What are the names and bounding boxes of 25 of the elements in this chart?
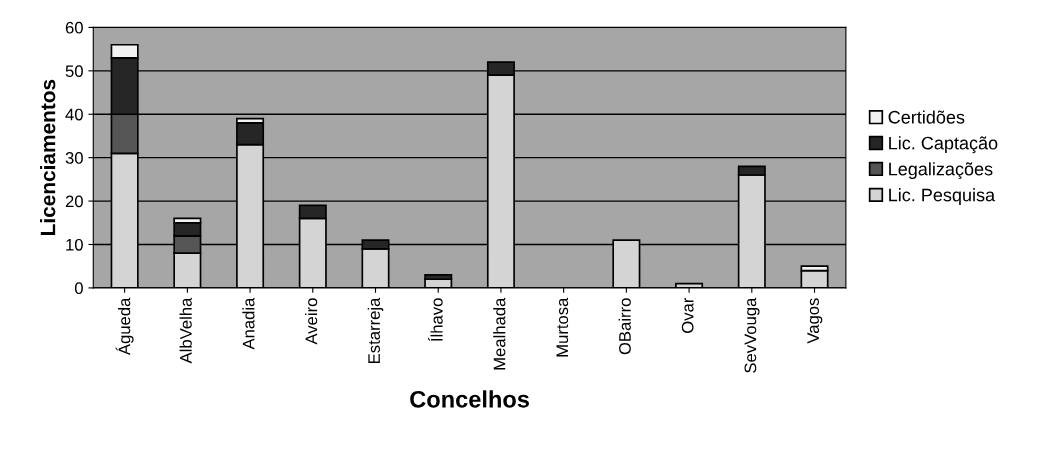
y-tick-label: 30 xyxy=(65,152,83,164)
legend-label: Legalizações xyxy=(889,162,993,180)
x-tick-label: SevVouga xyxy=(744,297,760,373)
x-tick-label: Anadia xyxy=(242,297,255,350)
x-tick-label: Ílhavo xyxy=(428,298,443,341)
y-tick-label: 10 xyxy=(66,238,83,251)
y-tick-label: 50 xyxy=(65,65,83,78)
y-axis-title: Licenciamentos xyxy=(40,79,56,235)
x-tick-label: Ovar xyxy=(681,297,694,333)
x-tick-label: Aveiro xyxy=(305,298,318,345)
y-tick-label: 60 xyxy=(65,21,83,34)
x-tick-label: Mealhada xyxy=(493,297,506,370)
x-tick-label: Vagos xyxy=(807,298,823,344)
y-tick-label: 20 xyxy=(65,195,83,208)
x-tick-label: Murtosa xyxy=(556,297,569,357)
legend-label: Lic. Pesquisa xyxy=(889,188,996,205)
legend-label: Lic. Captação xyxy=(889,136,998,154)
x-tick-label: AlbVelha xyxy=(179,297,192,364)
x-tick-label: OBairro xyxy=(618,298,631,355)
y-tick-label: 0 xyxy=(74,282,83,295)
x-tick-label: Estarreja xyxy=(367,297,384,363)
x-tick-label: Águeda xyxy=(115,297,134,356)
legend-label: Certidões xyxy=(888,110,965,124)
x-axis-title: Concelhos xyxy=(410,390,529,408)
y-tick-label: 40 xyxy=(65,108,83,121)
